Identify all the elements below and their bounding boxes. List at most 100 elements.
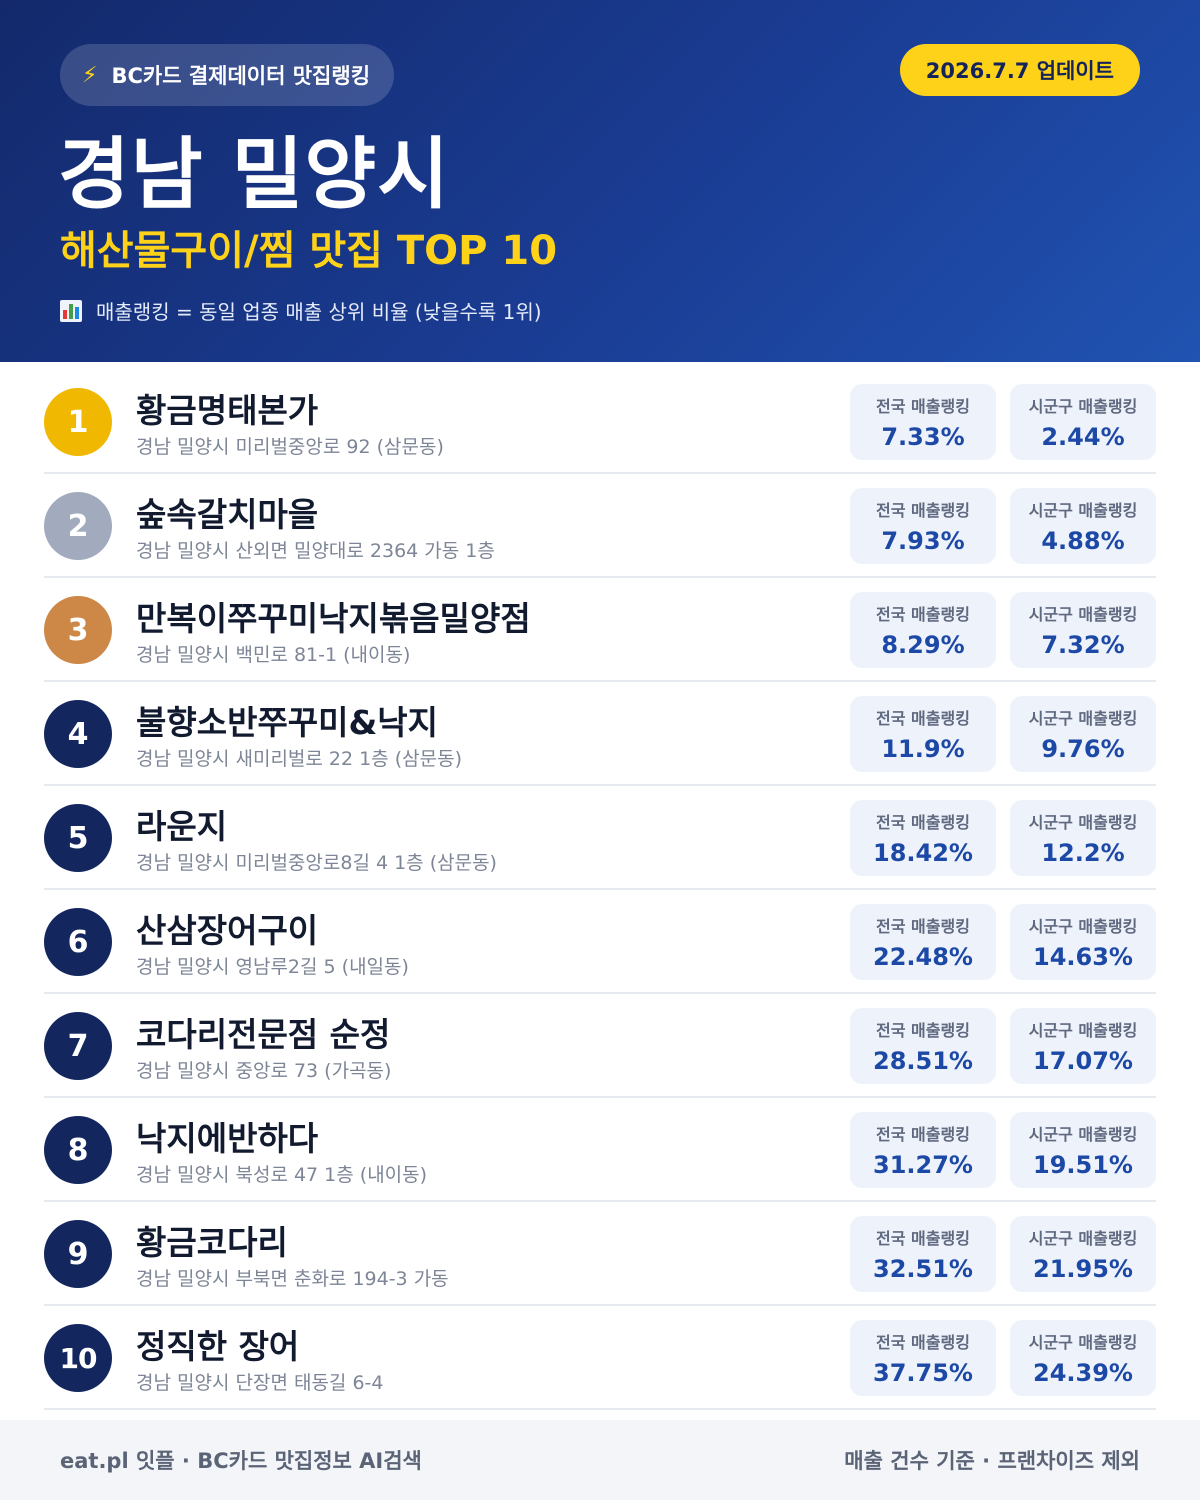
restaurant-row[interactable]: 7 코다리전문점 순정 경남 밀양시 중앙로 73 (가곡동) 전국 매출랭킹 28.5…: [44, 994, 1156, 1098]
national-ranking-label: 전국 매출랭킹: [876, 917, 970, 936]
national-ranking-card: 전국 매출랭킹 11.9%: [850, 696, 996, 772]
local-ranking-label: 시군구 매출랭킹: [1028, 917, 1138, 936]
restaurant-address: 경남 밀양시 새미리벌로 22 1층 (삼문동): [136, 748, 463, 770]
national-ranking-card: 전국 매출랭킹 37.75%: [850, 1320, 996, 1396]
local-ranking-value: 14.63%: [1033, 943, 1133, 971]
national-ranking-label: 전국 매출랭킹: [876, 605, 970, 624]
restaurant-name[interactable]: 불향소반쭈꾸미&낙지: [136, 703, 439, 742]
local-ranking-card: 시군구 매출랭킹 4.88%: [1010, 488, 1156, 564]
restaurant-name[interactable]: 산삼장어구이: [136, 911, 319, 950]
local-ranking-label: 시군구 매출랭킹: [1028, 605, 1138, 624]
restaurant-address: 경남 밀양시 산외면 밀양대로 2364 가동 1층: [136, 540, 495, 562]
footer-criteria: 매출 건수 기준 · 프랜차이즈 제외: [844, 1449, 1140, 1473]
restaurant-address: 경남 밀양시 미리벌중앙로 92 (삼문동): [136, 436, 444, 458]
national-ranking-card: 전국 매출랭킹 31.27%: [850, 1112, 996, 1188]
restaurant-name[interactable]: 낙지에반하다: [136, 1119, 319, 1158]
local-ranking-card: 시군구 매출랭킹 17.07%: [1010, 1008, 1156, 1084]
restaurant-address: 경남 밀양시 미리벌중앙로8길 4 1층 (삼문동): [136, 852, 497, 874]
national-ranking-value: 7.33%: [881, 423, 965, 451]
source-label: BC카드 결제데이터 맛집랭킹: [111, 64, 371, 88]
ranking-note: 매출랭킹 = 동일 업종 매출 상위 비율 (낮을수록 1위): [60, 296, 542, 325]
restaurant-name[interactable]: 숲속갈치마을: [136, 495, 319, 534]
national-ranking-value: 32.51%: [873, 1255, 973, 1283]
restaurant-address: 경남 밀양시 부북면 춘화로 194-3 가동: [136, 1268, 449, 1290]
national-ranking-value: 31.27%: [873, 1151, 973, 1179]
local-ranking-value: 9.76%: [1041, 735, 1125, 763]
local-ranking-label: 시군구 매출랭킹: [1028, 1021, 1138, 1040]
local-ranking-label: 시군구 매출랭킹: [1028, 1229, 1138, 1248]
restaurant-name[interactable]: 라운지: [136, 807, 228, 846]
national-ranking-value: 7.93%: [881, 527, 965, 555]
local-ranking-label: 시군구 매출랭킹: [1028, 501, 1138, 520]
local-ranking-label: 시군구 매출랭킹: [1028, 1333, 1138, 1352]
local-ranking-label: 시군구 매출랭킹: [1028, 397, 1138, 416]
local-ranking-card: 시군구 매출랭킹 14.63%: [1010, 904, 1156, 980]
restaurant-address: 경남 밀양시 단장면 태동길 6-4: [136, 1372, 384, 1394]
lightning-icon: ⚡: [82, 62, 98, 88]
restaurant-name[interactable]: 황금명태본가: [136, 391, 319, 430]
national-ranking-label: 전국 매출랭킹: [876, 397, 970, 416]
local-ranking-value: 2.44%: [1041, 423, 1125, 451]
local-ranking-value: 24.39%: [1033, 1359, 1133, 1387]
ranking-note-text: 매출랭킹 = 동일 업종 매출 상위 비율 (낮을수록 1위): [96, 300, 542, 324]
page-title: 경남 밀양시: [58, 130, 450, 220]
restaurant-name[interactable]: 코다리전문점 순정: [136, 1015, 391, 1054]
national-ranking-label: 전국 매출랭킹: [876, 1125, 970, 1144]
restaurant-name[interactable]: 만복이쭈꾸미낙지볶음밀양점: [136, 599, 531, 638]
rank-badge: 8: [44, 1116, 112, 1184]
local-ranking-card: 시군구 매출랭킹 21.95%: [1010, 1216, 1156, 1292]
national-ranking-card: 전국 매출랭킹 7.93%: [850, 488, 996, 564]
rank-badge: 5: [44, 804, 112, 872]
rank-badge: 9: [44, 1220, 112, 1288]
national-ranking-card: 전국 매출랭킹 22.48%: [850, 904, 996, 980]
local-ranking-value: 4.88%: [1041, 527, 1125, 555]
national-ranking-label: 전국 매출랭킹: [876, 709, 970, 728]
rank-badge: 3: [44, 596, 112, 664]
national-ranking-label: 전국 매출랭킹: [876, 1229, 970, 1248]
rank-badge: 10: [44, 1324, 112, 1392]
national-ranking-label: 전국 매출랭킹: [876, 813, 970, 832]
local-ranking-value: 12.2%: [1041, 839, 1125, 867]
local-ranking-value: 19.51%: [1033, 1151, 1133, 1179]
update-date-badge: 2026.7.7 업데이트: [899, 44, 1140, 96]
national-ranking-value: 37.75%: [873, 1359, 973, 1387]
footer: eat.pl 잇플 · BC카드 맛집정보 AI검색 매출 건수 기준 · 프랜…: [0, 1420, 1200, 1500]
local-ranking-label: 시군구 매출랭킹: [1028, 813, 1138, 832]
local-ranking-card: 시군구 매출랭킹 24.39%: [1010, 1320, 1156, 1396]
restaurant-row[interactable]: 6 산삼장어구이 경남 밀양시 영남루2길 5 (내일동) 전국 매출랭킹 22.48%…: [44, 890, 1156, 994]
local-ranking-card: 시군구 매출랭킹 9.76%: [1010, 696, 1156, 772]
restaurant-address: 경남 밀양시 백민로 81-1 (내이동): [136, 644, 411, 666]
national-ranking-value: 8.29%: [881, 631, 965, 659]
national-ranking-label: 전국 매출랭킹: [876, 501, 970, 520]
national-ranking-value: 28.51%: [873, 1047, 973, 1075]
header-banner: ⚡ BC카드 결제데이터 맛집랭킹 2026.7.7 업데이트 경남 밀양시 해…: [0, 0, 1200, 362]
national-ranking-card: 전국 매출랭킹 28.51%: [850, 1008, 996, 1084]
rank-badge: 1: [44, 388, 112, 456]
local-ranking-value: 17.07%: [1033, 1047, 1133, 1075]
national-ranking-card: 전국 매출랭킹 32.51%: [850, 1216, 996, 1292]
national-ranking-label: 전국 매출랭킹: [876, 1333, 970, 1352]
rank-badge: 7: [44, 1012, 112, 1080]
local-ranking-card: 시군구 매출랭킹 2.44%: [1010, 384, 1156, 460]
local-ranking-label: 시군구 매출랭킹: [1028, 1125, 1138, 1144]
rank-badge: 2: [44, 492, 112, 560]
national-ranking-value: 22.48%: [873, 943, 973, 971]
restaurant-address: 경남 밀양시 북성로 47 1층 (내이동): [136, 1164, 428, 1186]
restaurant-name[interactable]: 정직한 장어: [136, 1327, 300, 1366]
rank-badge: 4: [44, 700, 112, 768]
national-ranking-value: 11.9%: [881, 735, 965, 763]
restaurant-name[interactable]: 황금코다리: [136, 1223, 288, 1262]
national-ranking-label: 전국 매출랭킹: [876, 1021, 970, 1040]
national-ranking-value: 18.42%: [873, 839, 973, 867]
national-ranking-card: 전국 매출랭킹 7.33%: [850, 384, 996, 460]
local-ranking-value: 7.32%: [1041, 631, 1125, 659]
